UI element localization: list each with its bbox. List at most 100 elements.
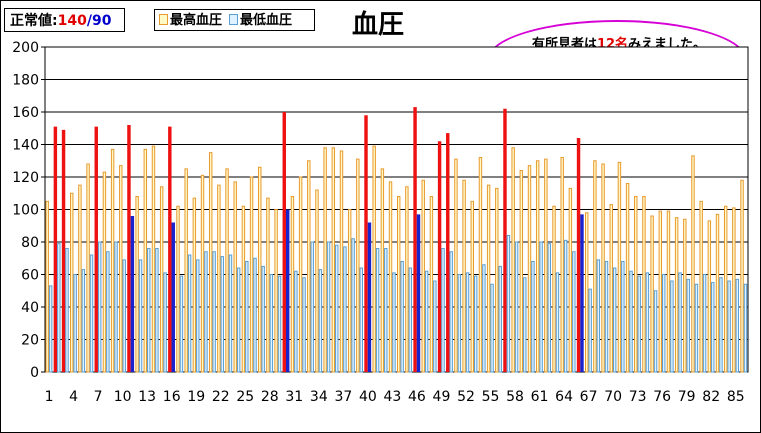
bar-max xyxy=(495,187,499,373)
bar-max xyxy=(102,171,107,373)
bar-max xyxy=(258,166,262,373)
bar-min xyxy=(326,241,331,373)
x-tick-label: 37 xyxy=(334,389,352,405)
bar-max xyxy=(70,192,74,373)
bar-min xyxy=(114,241,118,373)
bar-max xyxy=(192,197,197,373)
y-tick-label: 80 xyxy=(21,235,39,251)
bar-min xyxy=(163,272,167,373)
bar-min xyxy=(662,274,666,373)
normal-values-label: 正常値: xyxy=(10,13,58,29)
y-tick-label: 140 xyxy=(12,138,39,154)
bar-min xyxy=(514,241,519,373)
bar-max xyxy=(372,145,376,373)
bar-max xyxy=(225,168,229,373)
bar-min xyxy=(719,277,723,373)
y-tick-label: 40 xyxy=(21,300,39,316)
x-tick-label: 64 xyxy=(555,389,573,405)
bar-min xyxy=(678,272,682,373)
x-tick-label: 52 xyxy=(457,389,475,405)
bar-max xyxy=(429,196,434,373)
x-tick-label: 40 xyxy=(359,389,377,405)
bar-max xyxy=(45,200,49,373)
legend-min-swatch xyxy=(229,14,239,25)
bar-min xyxy=(269,274,274,373)
bar-max xyxy=(249,176,254,373)
bar-min xyxy=(531,261,535,373)
x-tick-label: 49 xyxy=(433,389,451,405)
x-tick-label: 13 xyxy=(138,389,156,405)
bar-min xyxy=(506,235,511,373)
bar-min xyxy=(735,278,740,373)
bar-min xyxy=(457,274,462,373)
bar-max xyxy=(568,187,573,373)
bar-min xyxy=(572,251,576,373)
bar-max xyxy=(593,160,597,373)
bar-max xyxy=(715,213,720,373)
bar-min xyxy=(359,267,363,373)
bar-max xyxy=(217,184,221,373)
bar-min xyxy=(408,267,413,373)
x-tick-label: 61 xyxy=(531,389,549,405)
bar-min xyxy=(81,269,86,373)
bar-min xyxy=(392,272,396,373)
bar-max xyxy=(315,189,319,373)
bar-max xyxy=(323,147,327,373)
bar-max xyxy=(707,220,712,373)
legend-max-label: 最高血圧 xyxy=(170,13,223,28)
bar-max xyxy=(356,158,360,373)
bar-min xyxy=(196,259,200,373)
bar-min xyxy=(621,261,625,373)
bar-min xyxy=(433,280,437,373)
bar-max xyxy=(208,152,213,373)
x-tick-label: 70 xyxy=(604,389,622,405)
bar-max xyxy=(388,181,393,373)
bar-min xyxy=(555,272,560,373)
bar-max xyxy=(617,161,622,373)
bar-min xyxy=(670,280,674,373)
bar-min xyxy=(563,239,568,373)
bar-min xyxy=(539,241,543,373)
bar-min xyxy=(424,270,429,373)
bar-min-abnormal xyxy=(367,222,372,372)
bar-max xyxy=(307,160,311,373)
bar-min xyxy=(743,283,748,373)
bar-max xyxy=(723,205,728,373)
bar-min xyxy=(261,265,265,373)
bar-min xyxy=(441,248,445,373)
legend-min-label: 最低血圧 xyxy=(240,13,293,28)
bar-max-abnormal xyxy=(576,138,581,372)
bar-min-abnormal xyxy=(416,214,421,372)
bar-max xyxy=(331,147,336,373)
bar-max-abnormal xyxy=(413,107,417,372)
bar-max xyxy=(470,200,474,373)
bar-max xyxy=(86,163,90,373)
bar-max xyxy=(585,212,589,373)
legend-max-swatch xyxy=(159,14,168,25)
bar-min xyxy=(645,272,650,373)
bar-max-abnormal xyxy=(168,126,172,372)
bar-max-abnormal xyxy=(127,125,131,372)
bar-min xyxy=(122,259,126,373)
bar-min xyxy=(375,248,380,373)
bar-min xyxy=(686,278,690,373)
bar-max xyxy=(732,207,736,373)
bar-max xyxy=(527,165,532,373)
bar-max xyxy=(184,168,188,373)
bar-min xyxy=(482,264,486,373)
bar-max xyxy=(658,210,663,373)
bar-min-abnormal xyxy=(580,214,584,372)
normal-values-box: 正常値:140/90 xyxy=(4,8,125,32)
bar-min xyxy=(220,256,225,373)
x-tick-label: 10 xyxy=(114,389,132,405)
bar-min xyxy=(604,261,609,373)
normal-high-value: 140 xyxy=(57,13,87,29)
bar-max xyxy=(347,209,352,373)
x-tick-label: 85 xyxy=(727,389,745,405)
bar-min-abnormal xyxy=(130,216,135,372)
bar-min xyxy=(228,254,233,373)
bar-min xyxy=(711,282,715,373)
bar-max-abnormal xyxy=(282,112,286,372)
bar-max xyxy=(266,197,270,373)
